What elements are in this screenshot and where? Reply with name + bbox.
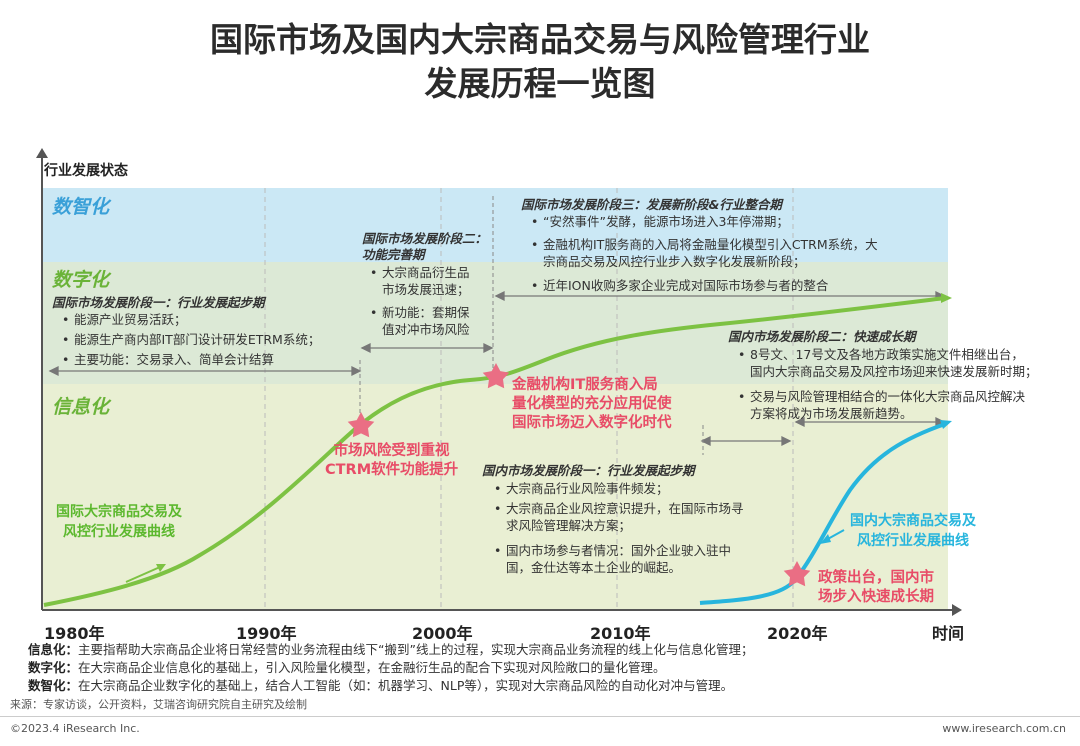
year-tick-1990: 1990年 — [236, 624, 297, 643]
milestone-star-icon — [783, 561, 811, 587]
milestone-star-icon — [482, 363, 510, 389]
milestone-3-text: 政策出台，国内市 场步入快速成长期 — [818, 570, 934, 605]
domestic-stage2-item: • 交易与风险管理相结合的一体化大宗商品风控解决 方案将成为市场发展新趋势。 — [738, 389, 1026, 421]
footer-copyright: ©2023.4 iResearch Inc. — [10, 722, 140, 735]
year-tick-2010: 2010年 — [590, 624, 651, 643]
definition-digitalization: 数字化：在大宗商品企业信息化的基础上，引入风险量化模型，在金融衍生品的配合下实现… — [28, 660, 666, 675]
international-curve — [43, 296, 946, 607]
grid-lines — [264, 188, 794, 610]
title-line-1: 国际市场及国内大宗商品交易与风险管理行业 — [210, 20, 870, 59]
domestic-curve-label: 国内大宗商品交易及 风控行业发展曲线 — [850, 513, 976, 549]
intl-stage1-heading: 国际市场发展阶段一：行业发展起步期 — [52, 295, 265, 310]
intl-stage2-heading-sub: 功能完善期 — [362, 247, 425, 262]
intl-stage3-item: • “安然事件”发酵，能源市场进入3年停滞期； — [531, 214, 789, 229]
intl-stage2-item: • 大宗商品衍生品 市场发展迅速； — [370, 265, 470, 297]
band-data-intelligence — [42, 188, 948, 262]
source-note: 来源：专家访谈，公开资料，艾瑞咨询研究院自主研究及绘制 — [10, 698, 307, 711]
year-tick-2020: 2020年 — [767, 624, 828, 643]
title-line-2: 发展历程一览图 — [424, 64, 656, 103]
intl-stage3-heading: 国际市场发展阶段三：发展新阶段&行业整合期 — [521, 197, 782, 212]
domestic-stage1-item: • 大宗商品行业风险事件频发； — [494, 481, 669, 496]
intl-stage2-item: • 新功能：套期保 值对冲市场风险 — [370, 305, 470, 337]
definition-data-intelligence: 数智化：在大宗商品企业数字化的基础上，结合人工智能（如：机器学习、NLP等），实… — [28, 678, 734, 693]
band-label-data-intelligence: 数智化 — [52, 196, 110, 218]
x-axis-arrow-icon — [952, 604, 962, 616]
intl-stage3-item: • 近年ION收购多家企业完成对国际市场参与者的整合 — [531, 278, 829, 293]
x-axis-label: 时间 — [932, 624, 965, 643]
band-digitalization — [42, 262, 948, 384]
milestone-star-icon — [347, 412, 375, 438]
intl-stage2-heading: 国际市场发展阶段二： — [362, 231, 488, 246]
definition-informatization: 信息化：主要指帮助大宗商品企业将日常经营的业务流程由线下“搬到”线上的过程，实现… — [28, 642, 754, 657]
domestic-curve — [699, 422, 946, 605]
intl-stage1-item: • 主要功能：交易录入、简单会计结算 — [62, 352, 275, 367]
milestone-1-text: 市场风险受到重视 CTRM软件功能提升 — [325, 443, 459, 478]
footer-website: www.iresearch.com.cn — [942, 722, 1066, 735]
intl-stage3-item: • 金融机构IT服务商的入局将金融量化模型引入CTRM系统，大 宗商品交易及风控行… — [531, 237, 878, 269]
domestic-stage2-heading: 国内市场发展阶段二：快速成长期 — [728, 329, 916, 344]
band-label-digitalization: 数字化 — [52, 269, 110, 291]
page-title: 国际市场及国内大宗商品交易与风险管理行业 发展历程一览图 — [0, 18, 1080, 106]
intl-stage1-item: • 能源产业贸易活跃； — [62, 312, 187, 327]
domestic-stage1-item: • 国内市场参与者情况：国外企业驶入驻中 国，金仕达等本土企业的崛起。 — [494, 543, 732, 575]
intl-stage1-item: • 能源生产商内部IT部门设计研发ETRM系统； — [62, 332, 321, 347]
band-label-informatization: 信息化 — [52, 396, 110, 418]
year-tick-1980: 1980年 — [44, 624, 105, 643]
y-axis-arrow-icon — [36, 148, 48, 158]
domestic-stage2-item: • 8号文、17号文及各地方政策实施文件相继出台， 国内大宗商品交易及风控市场迎来… — [738, 347, 1038, 379]
intl-curve-label: 国际大宗商品交易及 风控行业发展曲线 — [56, 504, 182, 540]
domestic-stage1-heading: 国内市场发展阶段一：行业发展起步期 — [482, 463, 695, 478]
year-tick-2000: 2000年 — [412, 624, 473, 643]
milestone-2-text: 金融机构IT服务商入局 量化模型的充分应用促使 国际市场迈入数字化时代 — [512, 377, 672, 431]
domestic-stage1-item: • 大宗商品企业风控意识提升，在国际市场寻 求风险管理解决方案； — [494, 501, 744, 533]
footer-divider — [0, 716, 1080, 717]
y-axis-label: 行业发展状态 — [44, 163, 128, 179]
